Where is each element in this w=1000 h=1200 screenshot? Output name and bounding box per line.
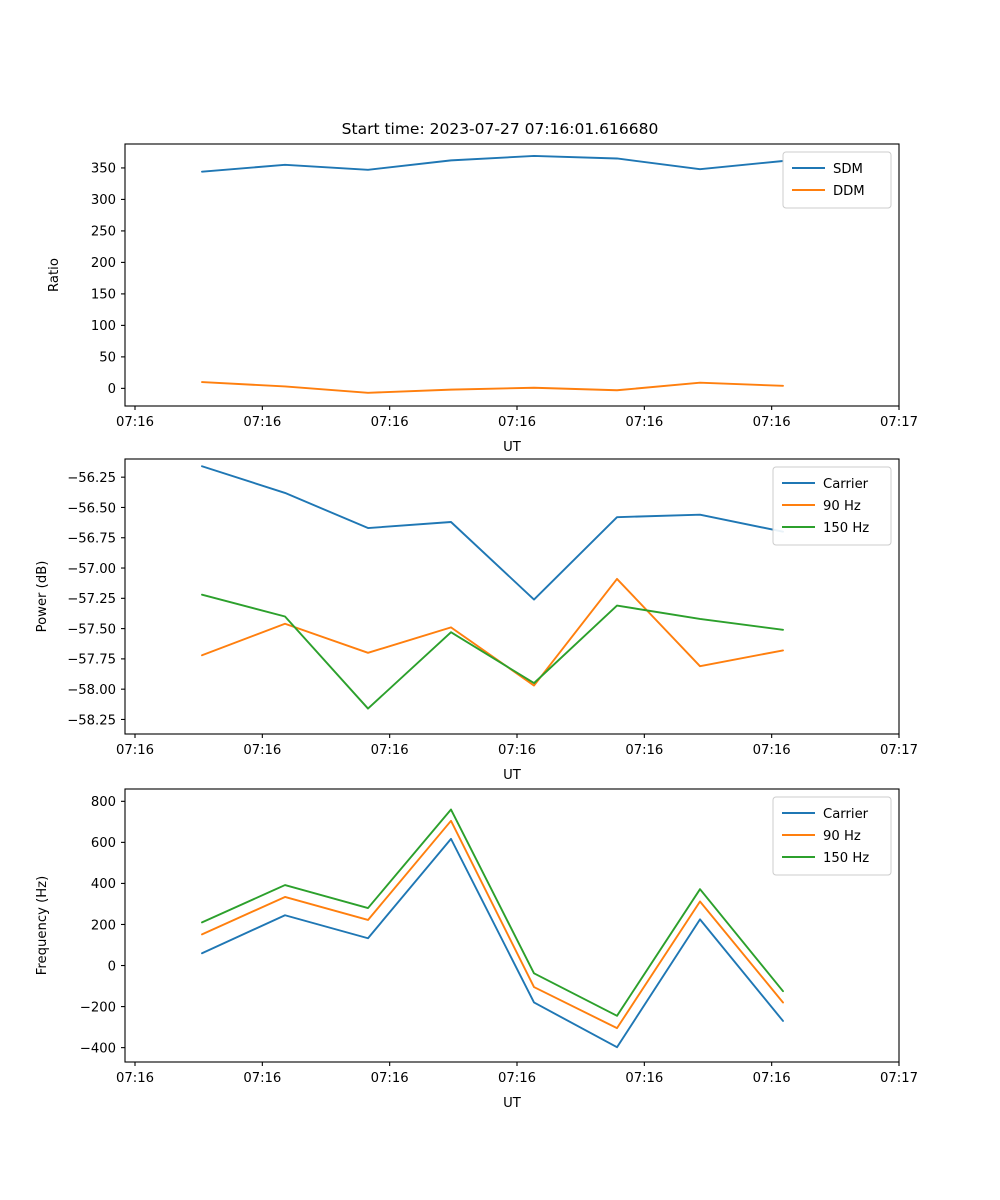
- xtick-label: 07:16: [371, 415, 409, 430]
- ytick-label: 150: [91, 288, 116, 303]
- xtick-label: 07:16: [625, 1071, 663, 1086]
- xtick-label: 07:16: [753, 415, 791, 430]
- series-line-150-hz: [201, 808, 784, 1017]
- plot-area-1: 07:16 07:16 07:16 07:16 07:16 07:16 07:17 −56.2…: [35, 458, 918, 783]
- xtick-label: 07:16: [498, 743, 536, 758]
- legend-label-150-hz: 150 Hz: [823, 521, 869, 536]
- xtick-label: 07:16: [371, 1071, 409, 1086]
- ytick-label: −57.00: [67, 562, 116, 577]
- xtick-label: 07:17: [880, 415, 918, 430]
- series-line-90-hz: [201, 577, 784, 687]
- ytick-label: 800: [91, 795, 116, 810]
- xtick-label: 07:17: [880, 1071, 918, 1086]
- legend-label-ddm: DDM: [833, 184, 865, 199]
- series-line-carrier: [201, 465, 784, 601]
- legend[interactable]: Carrier 90 Hz 150 Hz: [772, 796, 892, 876]
- ytick-label: −56.50: [67, 501, 116, 516]
- xtick-label: 07:16: [116, 415, 154, 430]
- legend-label-sdm: SDM: [833, 162, 863, 177]
- ytick-label: 0: [108, 959, 116, 974]
- x-axis-label: UT: [503, 1096, 522, 1111]
- xtick-label: 07:16: [243, 1071, 281, 1086]
- series-line-ddm: [201, 381, 784, 394]
- x-axis-label: UT: [503, 768, 522, 783]
- xtick-label: 07:16: [753, 743, 791, 758]
- xtick-label: 07:16: [243, 415, 281, 430]
- xtick-label: 07:16: [753, 1071, 791, 1086]
- legend-label-carrier: Carrier: [823, 807, 869, 822]
- xtick-label: 07:16: [243, 743, 281, 758]
- ytick-label: −57.50: [67, 622, 116, 637]
- subplot-frequency: 07:16 07:16 07:16 07:16 07:16 07:16 07:17 −400 −…: [0, 785, 1000, 1120]
- xtick-label: 07:16: [371, 743, 409, 758]
- ytick-label: −200: [80, 1000, 116, 1015]
- ytick-label: 200: [91, 918, 116, 933]
- x-axis-label: UT: [503, 440, 522, 455]
- ytick-label: −56.75: [67, 532, 116, 547]
- series-line-90-hz: [201, 819, 784, 1030]
- plot-area-2: 07:16 07:16 07:16 07:16 07:16 07:16 07:17 −400 −…: [35, 788, 918, 1111]
- xtick-label: 07:16: [498, 1071, 536, 1086]
- xtick-label: 07:16: [625, 743, 663, 758]
- legend-label-90-hz: 90 Hz: [823, 499, 861, 514]
- ytick-label: 250: [91, 225, 116, 240]
- subplot-power: 07:16 07:16 07:16 07:16 07:16 07:16 07:17 −56.2…: [0, 455, 1000, 792]
- y-axis-label: Frequency (Hz): [35, 876, 50, 975]
- legend-label-90-hz: 90 Hz: [823, 829, 861, 844]
- ytick-label: −57.75: [67, 653, 116, 668]
- ytick-label: 0: [108, 382, 116, 397]
- xtick-label: 07:16: [498, 415, 536, 430]
- ytick-label: 300: [91, 193, 116, 208]
- xtick-label: 07:16: [625, 415, 663, 430]
- legend[interactable]: SDM DDM: [782, 151, 892, 209]
- y-axis-label: Power (dB): [35, 561, 50, 633]
- series-line-carrier: [201, 837, 784, 1049]
- xtick-label: 07:16: [116, 1071, 154, 1086]
- ytick-label: −57.25: [67, 592, 116, 607]
- ytick-label: 100: [91, 319, 116, 334]
- figure-title: Start time: 2023-07-27 07:16:01.616680: [341, 120, 659, 138]
- ytick-label: 400: [91, 877, 116, 892]
- ytick-label: 600: [91, 836, 116, 851]
- plot-area-0: 07:16 07:16 07:16 07:16 07:16 07:16 07:17 0 50 10…: [47, 143, 918, 455]
- ytick-label: −58.25: [67, 713, 116, 728]
- xtick-label: 07:16: [116, 743, 154, 758]
- ytick-label: −56.25: [67, 471, 116, 486]
- y-axis-label: Ratio: [47, 258, 62, 292]
- legend-label-carrier: Carrier: [823, 477, 869, 492]
- series-line-150-hz: [201, 593, 784, 710]
- xtick-label: 07:17: [880, 743, 918, 758]
- ytick-label: 350: [91, 162, 116, 177]
- ytick-label: 50: [99, 351, 116, 366]
- subplot-ratio: 07:16 07:16 07:16 07:16 07:16 07:16 07:17 0 50 10…: [0, 140, 1000, 464]
- legend[interactable]: Carrier 90 Hz 150 Hz: [772, 466, 892, 546]
- ytick-label: 200: [91, 256, 116, 271]
- series-line-sdm: [201, 155, 784, 173]
- legend-label-150-hz: 150 Hz: [823, 851, 869, 866]
- ytick-label: −58.00: [67, 683, 116, 698]
- ytick-label: −400: [80, 1041, 116, 1056]
